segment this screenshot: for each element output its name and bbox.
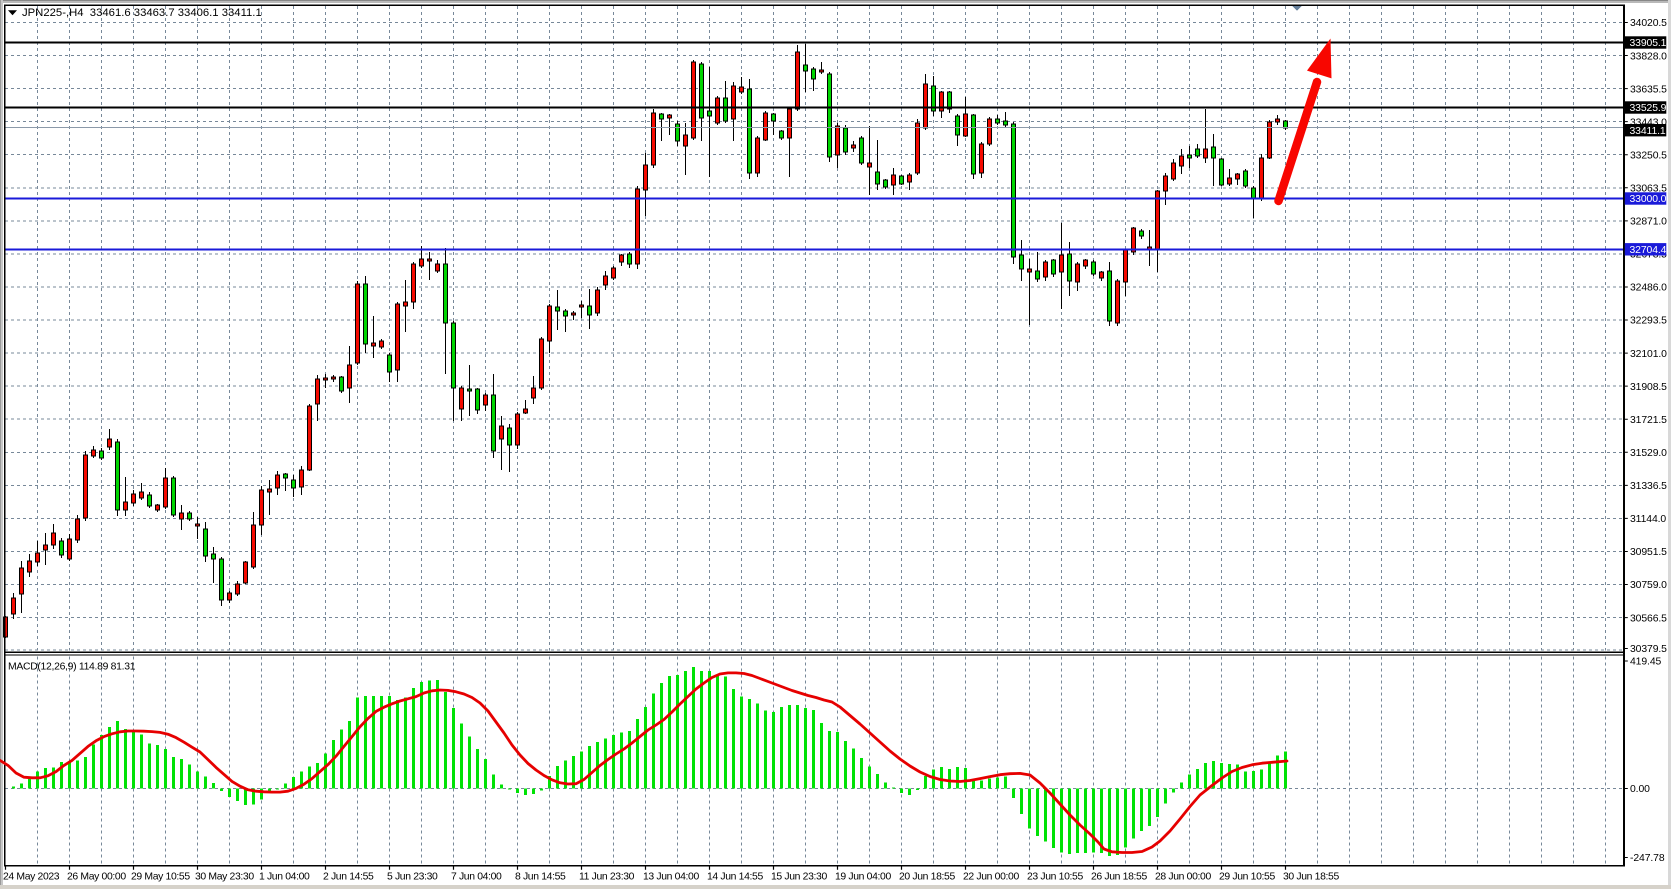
svg-text:14 Jun 14:55: 14 Jun 14:55 — [707, 872, 763, 883]
svg-text:31336.5: 31336.5 — [1630, 481, 1667, 492]
svg-text:31144.0: 31144.0 — [1630, 514, 1666, 525]
svg-text:MACD(12,26,9) 114.89 81.31: MACD(12,26,9) 114.89 81.31 — [8, 662, 136, 673]
svg-text:30 Jun 18:55: 30 Jun 18:55 — [1283, 872, 1339, 883]
svg-text:19 Jun 04:00: 19 Jun 04:00 — [835, 872, 891, 883]
svg-text:33525.9: 33525.9 — [1630, 103, 1667, 114]
svg-text:1 Jun 04:00: 1 Jun 04:00 — [259, 872, 310, 883]
svg-text:5 Jun 23:30: 5 Jun 23:30 — [387, 872, 438, 883]
svg-text:33411.1: 33411.1 — [1630, 126, 1666, 137]
svg-text:13 Jun 04:00: 13 Jun 04:00 — [643, 872, 699, 883]
svg-text:32704.4: 32704.4 — [1630, 245, 1667, 256]
svg-text:30379.5: 30379.5 — [1630, 644, 1667, 655]
svg-text:26 Jun 18:55: 26 Jun 18:55 — [1091, 872, 1147, 883]
svg-text:31908.5: 31908.5 — [1630, 382, 1667, 393]
svg-text:11 Jun 23:30: 11 Jun 23:30 — [579, 872, 635, 883]
svg-text:33443.0: 33443.0 — [1630, 117, 1667, 128]
svg-text:JPN225-,H4 33461.6 33463.7 33: JPN225-,H4 33461.6 33463.7 33406.1 33411… — [22, 7, 262, 19]
svg-text:20 Jun 18:55: 20 Jun 18:55 — [899, 872, 955, 883]
svg-text:33000.0: 33000.0 — [1630, 194, 1667, 205]
svg-text:30566.5: 30566.5 — [1630, 613, 1667, 624]
svg-text:32871.0: 32871.0 — [1630, 217, 1667, 228]
svg-text:24 May 2023: 24 May 2023 — [3, 872, 60, 883]
svg-text:33905.1: 33905.1 — [1630, 38, 1667, 49]
svg-text:7 Jun 04:00: 7 Jun 04:00 — [451, 872, 502, 883]
svg-text:15 Jun 23:30: 15 Jun 23:30 — [771, 872, 827, 883]
svg-text:0.00: 0.00 — [1630, 784, 1650, 795]
svg-text:23 Jun 10:55: 23 Jun 10:55 — [1027, 872, 1083, 883]
svg-text:-247.78: -247.78 — [1630, 853, 1665, 864]
svg-text:31721.5: 31721.5 — [1630, 415, 1667, 426]
svg-text:32101.0: 32101.0 — [1630, 349, 1667, 360]
svg-text:22 Jun 00:00: 22 Jun 00:00 — [963, 872, 1019, 883]
svg-text:26 May 00:00: 26 May 00:00 — [67, 872, 126, 883]
svg-text:30759.0: 30759.0 — [1630, 580, 1667, 591]
svg-text:32486.0: 32486.0 — [1630, 283, 1667, 294]
svg-text:33635.5: 33635.5 — [1630, 84, 1667, 95]
svg-text:419.45: 419.45 — [1630, 657, 1662, 668]
svg-text:33828.0: 33828.0 — [1630, 51, 1667, 62]
svg-text:29 Jun 10:55: 29 Jun 10:55 — [1219, 872, 1275, 883]
svg-text:33063.5: 33063.5 — [1630, 184, 1667, 195]
svg-text:31529.0: 31529.0 — [1630, 448, 1667, 459]
svg-text:29 May 10:55: 29 May 10:55 — [131, 872, 190, 883]
svg-text:32293.5: 32293.5 — [1630, 316, 1667, 327]
svg-text:30 May 23:30: 30 May 23:30 — [195, 872, 254, 883]
svg-text:34020.5: 34020.5 — [1630, 18, 1667, 29]
svg-text:33250.5: 33250.5 — [1630, 150, 1667, 161]
svg-text:30951.5: 30951.5 — [1630, 547, 1667, 558]
svg-text:28 Jun 00:00: 28 Jun 00:00 — [1155, 872, 1211, 883]
svg-text:8 Jun 14:55: 8 Jun 14:55 — [515, 872, 566, 883]
svg-text:2 Jun 14:55: 2 Jun 14:55 — [323, 872, 374, 883]
